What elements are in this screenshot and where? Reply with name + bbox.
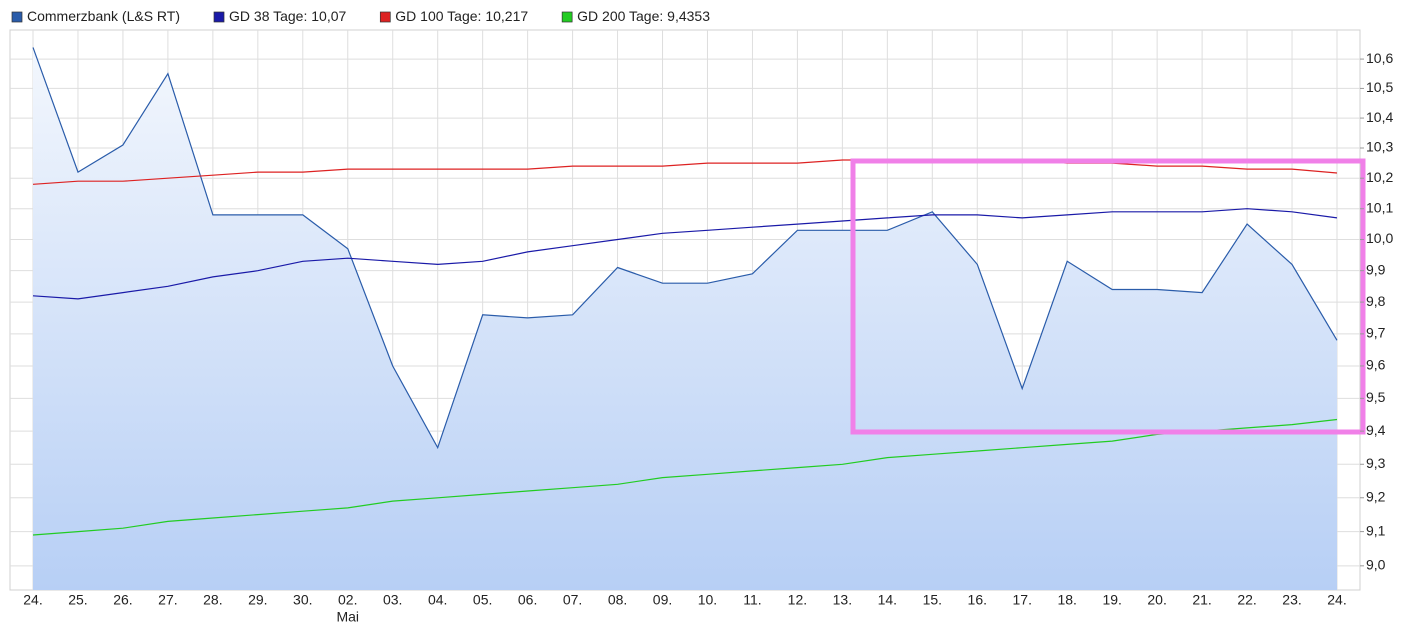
x-tick-label: 25. bbox=[68, 592, 87, 608]
x-tick-label: 15. bbox=[923, 592, 942, 608]
y-tick-label: 9,4 bbox=[1366, 422, 1386, 438]
y-tick-label: 10,3 bbox=[1366, 139, 1393, 155]
series-line bbox=[32, 208, 1338, 300]
legend: Commerzbank (L&S RT) GD 38 Tage: 10,07 GD … bbox=[11, 8, 710, 24]
x-tick-label: 14. bbox=[878, 592, 897, 608]
x-tick-label: 26. bbox=[113, 592, 132, 608]
x-tick-label: 02. bbox=[338, 592, 357, 608]
x-tick-label: 11. bbox=[743, 592, 761, 608]
series-line bbox=[32, 159, 1338, 185]
legend-swatch bbox=[11, 11, 23, 23]
x-tick-label: 22. bbox=[1237, 592, 1256, 608]
area bbox=[33, 47, 1337, 590]
x-tick-label: 17. bbox=[1013, 592, 1032, 608]
x-tick-label: 24. bbox=[1327, 592, 1346, 608]
legend-label: GD 200 Tage: 9,4353 bbox=[577, 8, 710, 24]
legend-label: GD 38 Tage: 10,07 bbox=[229, 8, 346, 24]
y-tick-label: 10,4 bbox=[1366, 109, 1393, 125]
y-tick-label: 10,0 bbox=[1366, 230, 1393, 246]
highlight-box bbox=[850, 158, 1366, 435]
x-tick-label: 06. bbox=[518, 592, 537, 608]
x-tick-label: 03. bbox=[383, 592, 402, 608]
x-tick-label: 09. bbox=[653, 592, 672, 608]
y-tick-label: 9,8 bbox=[1366, 293, 1386, 309]
y-tick-label: 10,2 bbox=[1366, 169, 1393, 185]
x-month-label: Mai bbox=[336, 609, 359, 625]
legend-swatch bbox=[379, 11, 391, 23]
lines bbox=[32, 47, 1338, 536]
x-tick-label: 05. bbox=[473, 592, 492, 608]
x-tick-label: 24. bbox=[23, 592, 42, 608]
y-tick-label: 9,1 bbox=[1366, 522, 1386, 538]
series-line bbox=[32, 418, 1338, 536]
y-tick-label: 9,6 bbox=[1366, 357, 1386, 373]
y-tick-label: 9,0 bbox=[1366, 557, 1386, 573]
y-tick-label: 9,2 bbox=[1366, 488, 1386, 504]
x-tick-label: 16. bbox=[968, 592, 987, 608]
x-tick-label: 19. bbox=[1102, 592, 1121, 608]
x-tick-label: 07. bbox=[563, 592, 582, 608]
y-tick-label: 9,5 bbox=[1366, 389, 1386, 405]
x-tick-label: 20. bbox=[1147, 592, 1166, 608]
x-tick-label: 29. bbox=[248, 592, 267, 608]
y-tick-label: 9,9 bbox=[1366, 261, 1386, 277]
legend-label: GD 100 Tage: 10,217 bbox=[395, 8, 528, 24]
areas bbox=[33, 47, 1337, 590]
x-tick-label: 23. bbox=[1282, 592, 1301, 608]
legend-swatch bbox=[213, 11, 225, 23]
x-tick-label: 08. bbox=[608, 592, 627, 608]
series-line bbox=[32, 47, 1338, 450]
y-tick-label: 10,6 bbox=[1366, 50, 1393, 66]
x-tick-label: 27. bbox=[158, 592, 177, 608]
x-tick-label: 28. bbox=[203, 592, 222, 608]
x-tick-label: 30. bbox=[293, 592, 312, 608]
x-tick-label: 18. bbox=[1057, 592, 1076, 608]
x-tick-label: 12. bbox=[788, 592, 807, 608]
x-tick-label: 04. bbox=[428, 592, 447, 608]
x-tick-label: 10. bbox=[698, 592, 717, 608]
legend-label: Commerzbank (L&S RT) bbox=[27, 8, 180, 24]
x-tick-label: 13. bbox=[833, 592, 852, 608]
x-tick-label: 21. bbox=[1192, 592, 1211, 608]
y-tick-label: 10,1 bbox=[1366, 199, 1393, 215]
y-tick-label: 9,7 bbox=[1366, 325, 1386, 341]
legend-swatch bbox=[561, 11, 573, 23]
y-tick-label: 9,3 bbox=[1366, 455, 1386, 471]
axes: 9,0 9,1 9,2 9,3 9,4 9,5 9,6 9,7 9,8 9,9 10,0 10,1 10… bbox=[23, 50, 1393, 625]
y-tick-label: 10,5 bbox=[1366, 79, 1393, 95]
